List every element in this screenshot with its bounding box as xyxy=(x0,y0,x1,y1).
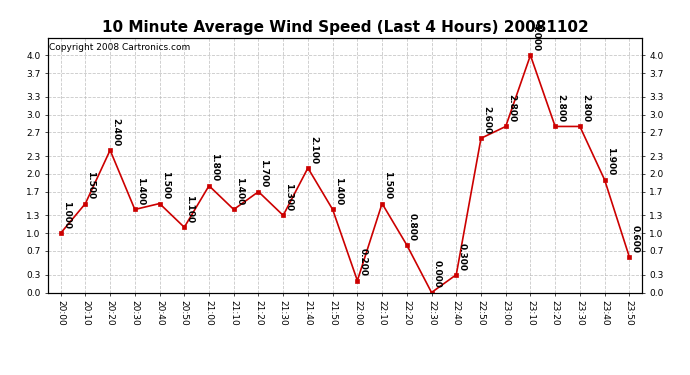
Text: 1.900: 1.900 xyxy=(606,147,615,176)
Text: 1.400: 1.400 xyxy=(235,177,244,205)
Text: 2.800: 2.800 xyxy=(506,94,515,122)
Text: 0.300: 0.300 xyxy=(457,243,466,270)
Text: 1.400: 1.400 xyxy=(334,177,343,205)
Text: 1.500: 1.500 xyxy=(161,171,170,200)
Text: 1.800: 1.800 xyxy=(210,153,219,182)
Title: 10 Minute Average Wind Speed (Last 4 Hours) 20081102: 10 Minute Average Wind Speed (Last 4 Hou… xyxy=(101,20,589,35)
Text: 1.300: 1.300 xyxy=(284,183,293,211)
Text: Copyright 2008 Cartronics.com: Copyright 2008 Cartronics.com xyxy=(50,43,190,52)
Text: 2.400: 2.400 xyxy=(111,118,120,146)
Text: 2.800: 2.800 xyxy=(581,94,590,122)
Text: 1.500: 1.500 xyxy=(383,171,392,200)
Text: 2.800: 2.800 xyxy=(556,94,565,122)
Text: 0.800: 0.800 xyxy=(408,213,417,241)
Text: 1.500: 1.500 xyxy=(86,171,95,200)
Text: 1.100: 1.100 xyxy=(186,195,195,223)
Text: 1.400: 1.400 xyxy=(136,177,145,205)
Text: 1.000: 1.000 xyxy=(61,201,70,229)
Text: 1.700: 1.700 xyxy=(259,159,268,188)
Text: 2.600: 2.600 xyxy=(482,106,491,134)
Text: 0.600: 0.600 xyxy=(631,225,640,253)
Text: 2.100: 2.100 xyxy=(309,136,318,164)
Text: 0.200: 0.200 xyxy=(358,249,367,276)
Text: 4.000: 4.000 xyxy=(531,23,540,51)
Text: 0.000: 0.000 xyxy=(433,261,442,288)
